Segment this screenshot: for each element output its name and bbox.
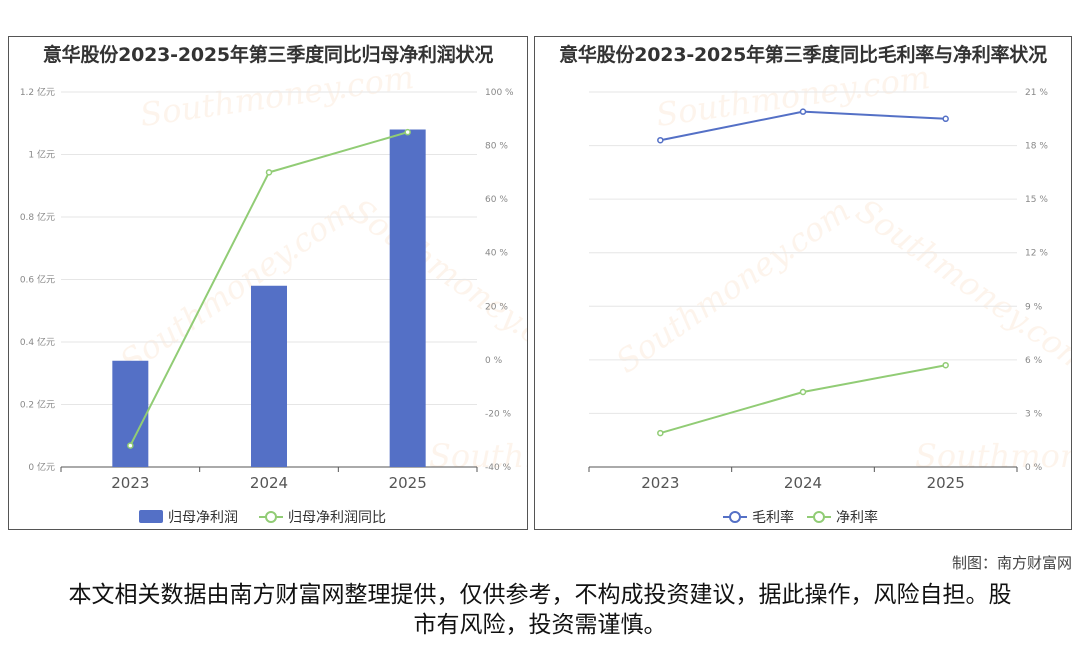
credit-label: 制图：南方财富网 [951, 554, 1072, 572]
series-point [942, 115, 949, 123]
y-left-tick-label: 0.4 亿元 [20, 336, 55, 348]
series-point [657, 136, 664, 144]
x-tick-label: 2024 [250, 474, 288, 492]
y-left-tick-label: 0.2 亿元 [20, 399, 55, 411]
series-point [942, 361, 949, 369]
y-right-tick-label: 6 % [1025, 356, 1043, 366]
y-right-tick-label: 20 % [485, 302, 508, 312]
x-tick-label: 2024 [784, 474, 822, 492]
y-right-tick-label: 9 % [1025, 302, 1043, 312]
series-point [657, 429, 664, 437]
legend-label: 归母净利润同比 [288, 509, 386, 526]
x-tick-label: 2025 [927, 474, 965, 492]
y-right-tick-label: -20 % [485, 409, 512, 419]
bar [251, 285, 287, 467]
yoy-point [265, 169, 273, 176]
series-line [660, 110, 946, 142]
net-profit-chart: 0 亿元 0.2 亿元 0.4 亿元 0.6 亿元 0.8 亿元 1 亿元 1.2 亿元 -4… [20, 86, 514, 526]
y-left-tick-label: 1 亿元 [28, 149, 55, 161]
y-right-tick-label: 18 % [1025, 142, 1048, 152]
y-left-tick-label: 0.6 亿元 [20, 274, 55, 286]
series-point [799, 108, 807, 115]
legend-line-marker [729, 511, 741, 523]
y-right-tick-label: -40 % [485, 463, 512, 473]
y-left-tick-label: 0.8 亿元 [20, 211, 55, 223]
series-point [799, 388, 807, 396]
y-left-tick-label: 1.2 亿元 [20, 86, 55, 98]
x-tick-label: 2023 [641, 474, 679, 492]
y-right-tick-label: 15 % [1025, 195, 1048, 205]
margin-chart: 0 % 3 % 6 % 9 % 12 % 15 % 18 % 21 % 2023 2024 2025… [588, 88, 1048, 526]
chart-panel-net-profit: Southmoney.com Southmoney.com Southmoney… [8, 36, 528, 530]
y-right-tick-label: 0 % [1025, 463, 1043, 473]
y-right-tick-label: 60 % [485, 195, 508, 205]
legend-label: 净利率 [836, 509, 878, 526]
y-right-tick-label: 21 % [1025, 88, 1048, 98]
y-right-tick-label: 3 % [1025, 409, 1043, 419]
disclaimer-text: 本文相关数据由南方财富网整理提供，仅供参考，不构成投资建议，据此操作，风险自担。… [68, 582, 1012, 638]
bar [112, 360, 149, 467]
y-right-tick-label: 12 % [1025, 249, 1048, 259]
yoy-point [404, 128, 411, 136]
legend-bar-swatch [139, 510, 163, 523]
legend-label: 毛利率 [752, 509, 794, 526]
bar [389, 129, 426, 467]
x-tick-label: 2025 [389, 474, 427, 492]
y-right-tick-label: 80 % [485, 142, 508, 152]
yoy-point [127, 442, 134, 449]
legend-line-marker [265, 511, 277, 523]
chart-title: 意华股份2023-2025年第三季度同比归母净利润状况 [42, 44, 494, 66]
y-left-tick-label: 0 亿元 [28, 461, 55, 473]
x-tick-label: 2023 [111, 474, 149, 492]
legend-label: 归母净利润 [168, 509, 238, 526]
y-right-tick-label: 0 % [485, 356, 503, 366]
legend-line-marker [813, 511, 825, 523]
series-line [660, 364, 946, 435]
chart-panel-margins: Southmoney.com Southmoney.com Southmoney… [534, 36, 1072, 530]
y-right-tick-label: 40 % [485, 249, 508, 259]
chart-title: 意华股份2023-2025年第三季度同比毛利率与净利率状况 [559, 44, 1047, 66]
y-right-tick-label: 100 % [485, 88, 514, 98]
